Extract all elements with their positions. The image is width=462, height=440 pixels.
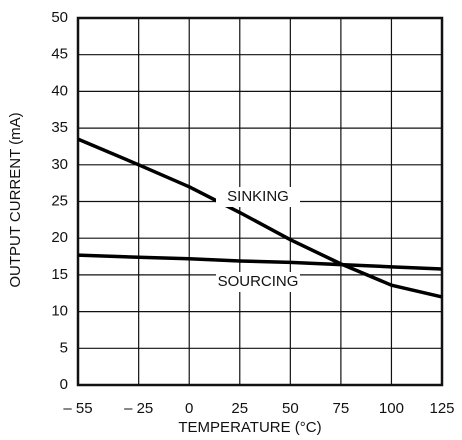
x-tick-label: 50 bbox=[282, 400, 299, 417]
series-label: SINKING bbox=[227, 188, 289, 205]
y-tick-label: 25 bbox=[51, 192, 68, 209]
y-tick-label: 50 bbox=[51, 9, 68, 26]
x-tick-label: 100 bbox=[379, 400, 404, 417]
line-series bbox=[77, 253, 443, 271]
x-tick-label: 125 bbox=[429, 400, 454, 417]
y-tick-label: 10 bbox=[51, 303, 68, 320]
line-series bbox=[77, 137, 443, 299]
y-tick-label: 40 bbox=[51, 82, 68, 99]
x-axis-label: TEMPERATURE (°C) bbox=[178, 419, 321, 436]
plot-frame bbox=[76, 16, 444, 387]
series-label: SOURCING bbox=[218, 273, 299, 290]
y-tick-label: 15 bbox=[51, 266, 68, 283]
y-axis-label: OUTPUT CURRENT (mA) bbox=[7, 112, 24, 287]
x-tick-label: 75 bbox=[333, 400, 350, 417]
y-tick-label: 0 bbox=[60, 376, 68, 393]
series-label-bg bbox=[216, 272, 300, 292]
x-tick-label: 0 bbox=[185, 400, 193, 417]
y-tick-label: 45 bbox=[51, 46, 68, 63]
y-tick-label: 30 bbox=[51, 156, 68, 173]
y-tick-label: 35 bbox=[51, 119, 68, 136]
y-tick-label: 5 bbox=[60, 339, 68, 356]
y-tick-label: 20 bbox=[51, 229, 68, 246]
x-tick-label: 25 bbox=[231, 400, 248, 417]
series-label-bg bbox=[216, 187, 300, 207]
x-tick-label: – 25 bbox=[124, 400, 153, 417]
x-tick-label: – 55 bbox=[63, 400, 92, 417]
